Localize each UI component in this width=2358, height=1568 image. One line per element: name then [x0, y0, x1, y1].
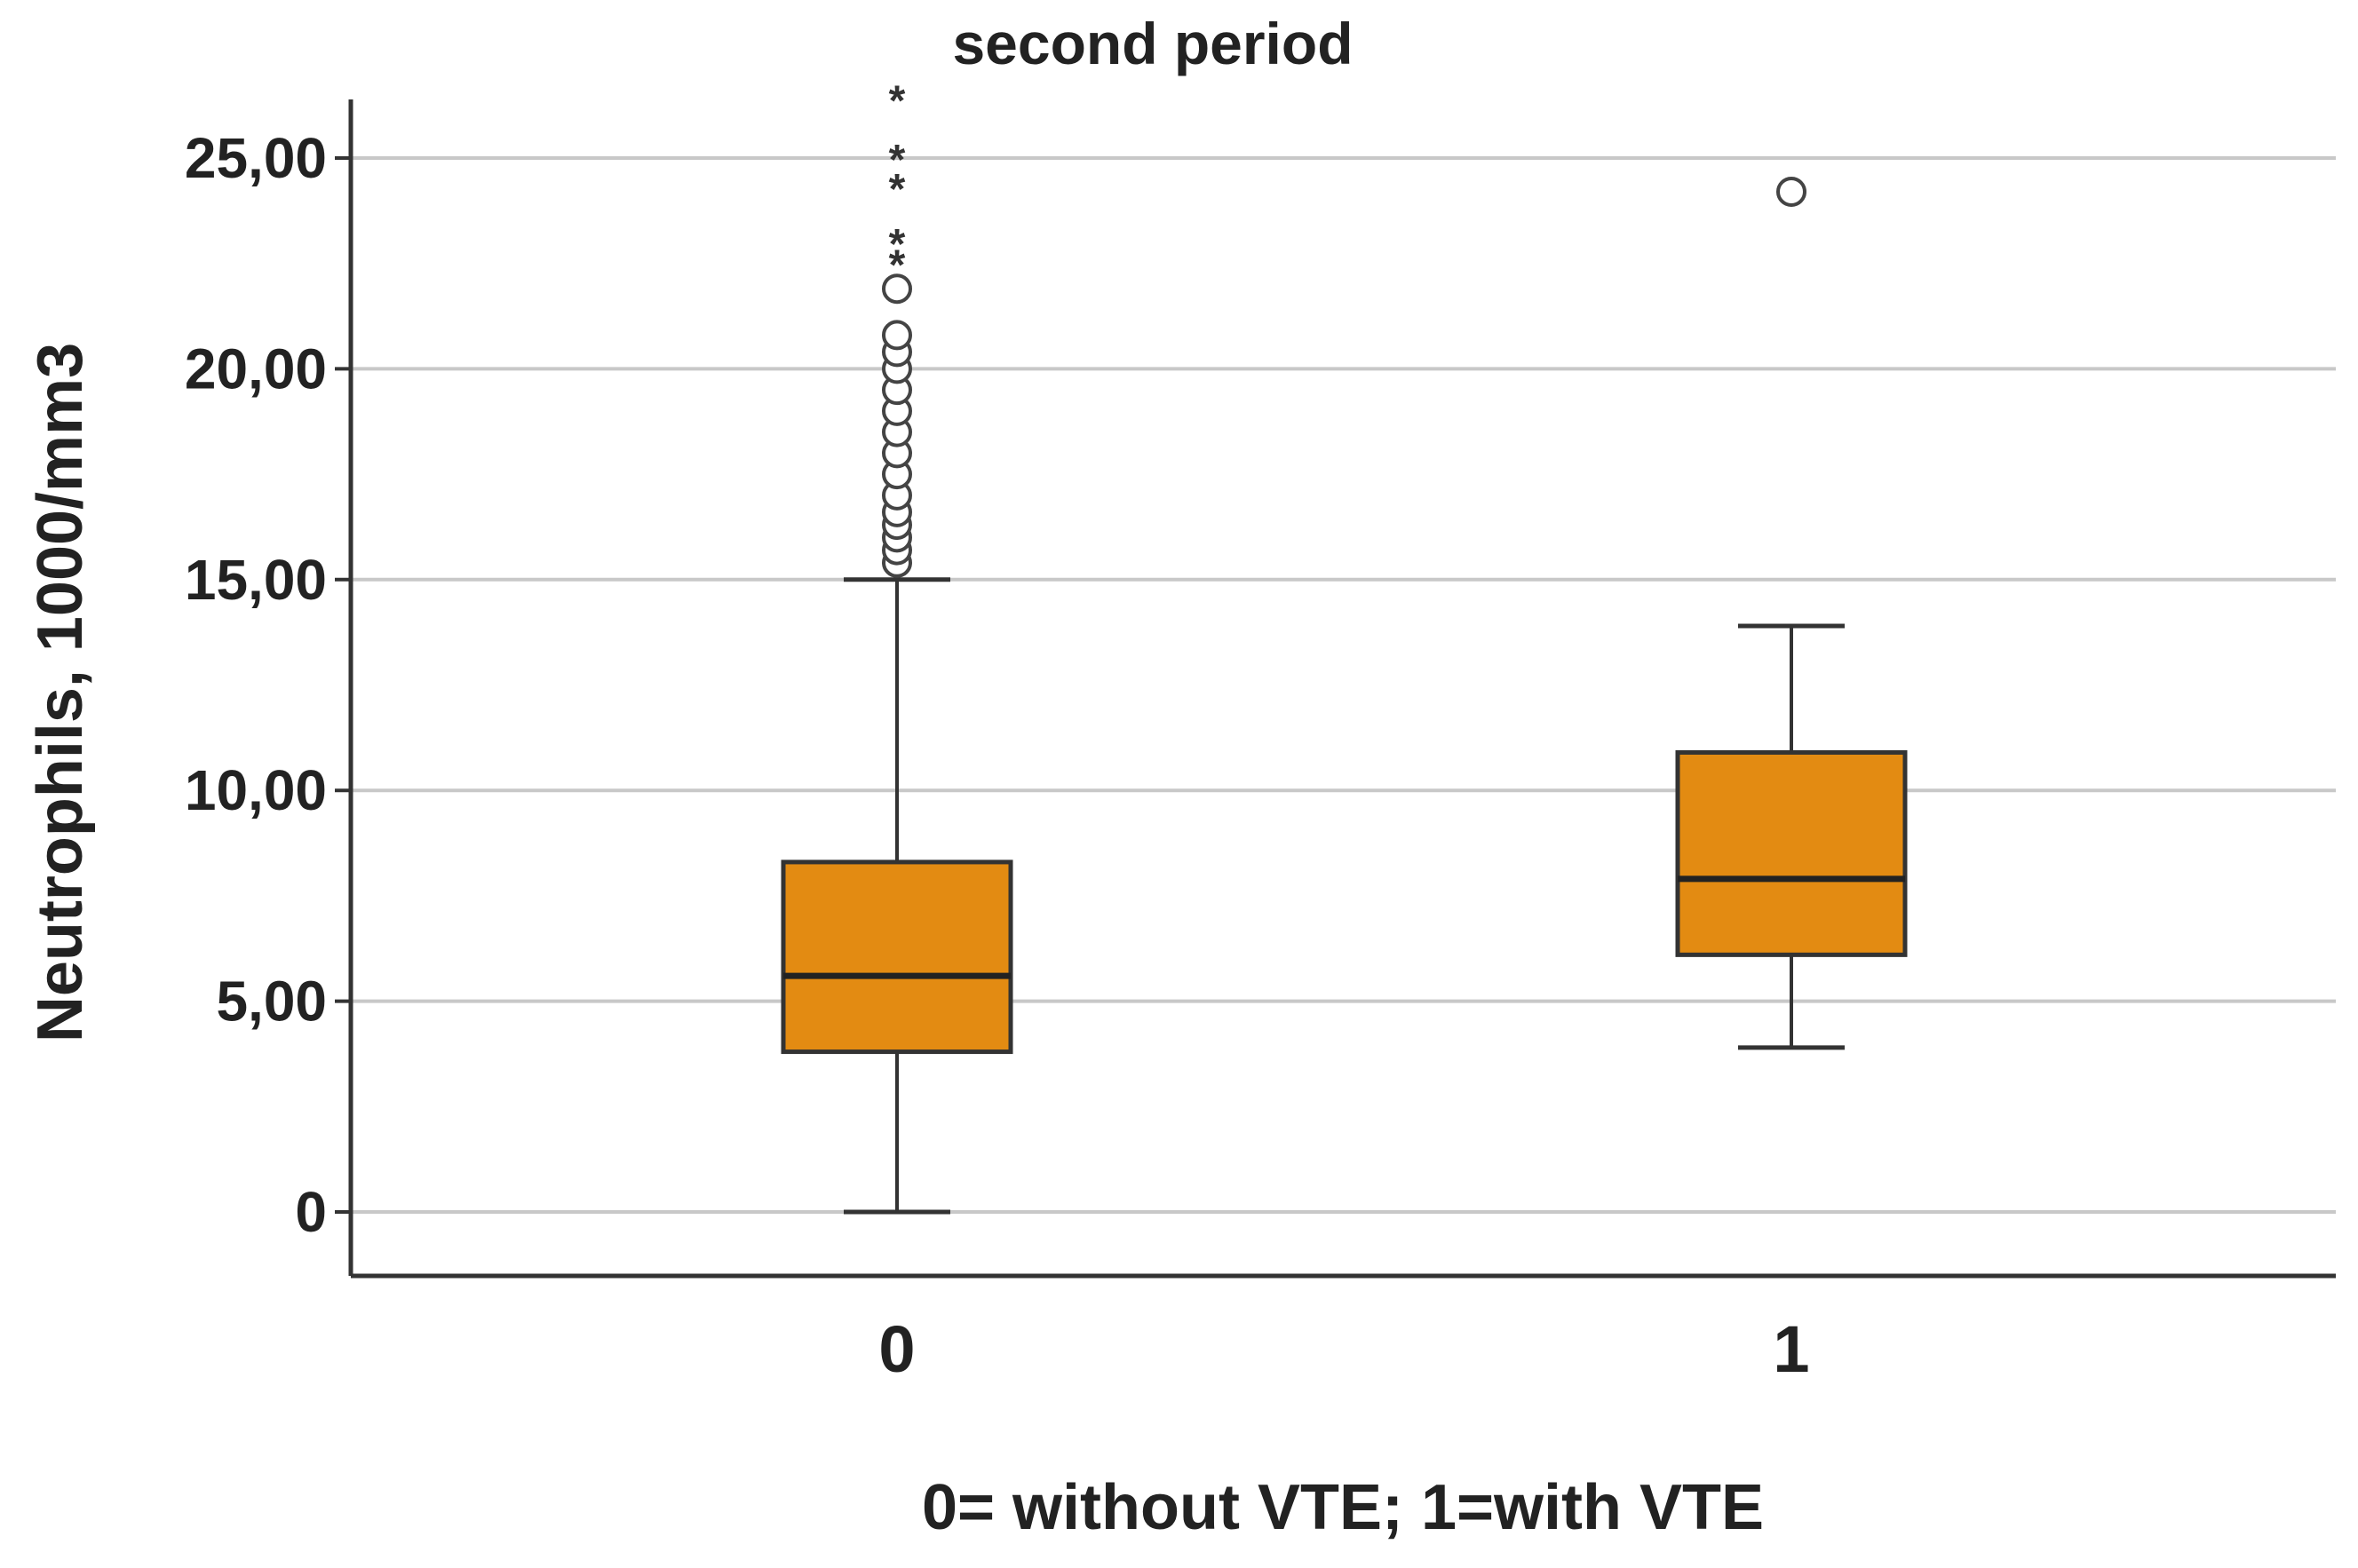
y-axis-label: Neutrophils, 1000/mm3: [25, 343, 96, 1042]
extreme-point: *: [889, 78, 906, 125]
box-group-0: *****: [781, 78, 1013, 1215]
box-iqr: [781, 859, 1013, 1055]
y-tick-label: 20,00: [185, 337, 327, 400]
outlier-point: [1776, 176, 1806, 207]
x-tick-label: 0: [878, 1312, 915, 1386]
y-tick-label: 0: [295, 1180, 327, 1244]
boxes: *****: [781, 78, 1908, 1215]
y-tick-label: 5,00: [216, 970, 327, 1033]
box-group-1: [1675, 176, 1908, 1050]
y-tick-label: 10,00: [185, 758, 327, 822]
y-tick-label: 25,00: [185, 126, 327, 190]
extreme-point: *: [889, 221, 906, 268]
x-tick-label: 1: [1773, 1312, 1809, 1386]
chart-title: second period: [952, 11, 1353, 76]
y-tick-labels: 0 5,00 10,00 15,00 20,00 25,00: [185, 126, 351, 1244]
extreme-point: *: [889, 166, 906, 213]
extreme-point: *: [889, 137, 906, 184]
box-iqr: [1675, 749, 1908, 957]
outlier-point: [882, 320, 912, 351]
x-axis-label: 0= without VTE; 1=with VTE: [922, 1472, 1764, 1543]
extreme-point: *: [889, 242, 906, 289]
gridlines: [351, 156, 2336, 1214]
y-tick-label: 15,00: [185, 548, 327, 612]
outlier-point: [882, 273, 912, 305]
axes: [348, 99, 2336, 1279]
